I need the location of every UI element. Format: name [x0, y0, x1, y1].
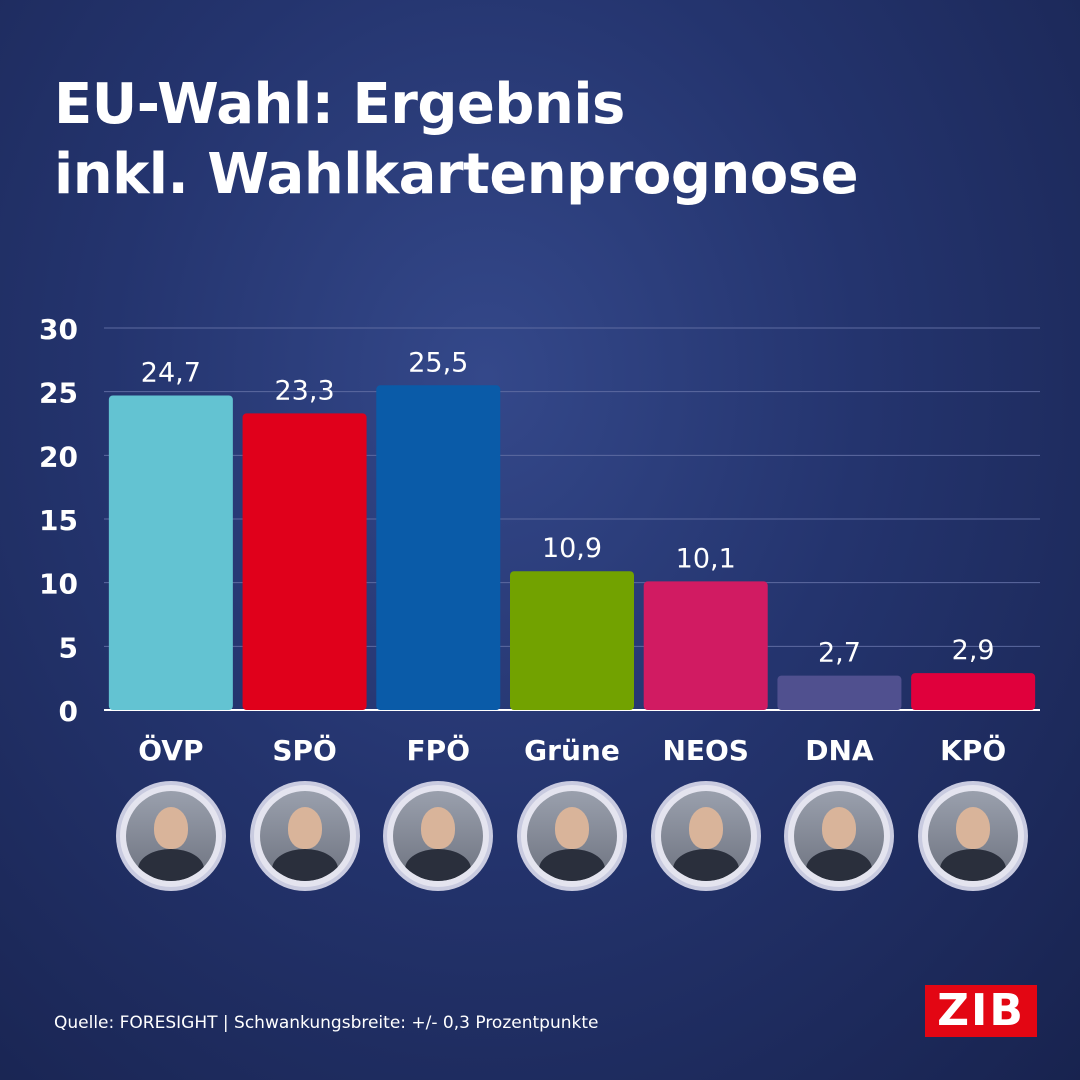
- category-label: ÖVP: [138, 733, 203, 767]
- bar-övp: [108, 395, 233, 710]
- candidate-portrait-fpö: [387, 785, 490, 887]
- bar-chart: 0 5 10 15 20 25 30 24,7 ÖVP 23,3 SPÖ 25,5 FPÖ 10,9 Grü…: [39, 313, 1040, 767]
- candidate-portrait-grüne: [521, 785, 623, 887]
- bar-grüne: [510, 571, 634, 710]
- y-tick-label: 10: [39, 568, 78, 601]
- candidate-portrait-dna: [788, 785, 891, 887]
- portrait-icon: [794, 791, 885, 881]
- bar-value-label: 2,7: [818, 638, 861, 669]
- category-label: Grüne: [524, 734, 620, 767]
- candidate-portrait-spö: [253, 785, 356, 887]
- portrait-icon: [928, 791, 1019, 881]
- portrait-icon: [527, 791, 617, 881]
- y-tick-label: 0: [59, 695, 78, 728]
- title-line-2: inkl. Wahlkartenprognose: [54, 142, 859, 207]
- bar-value-label: 23,3: [275, 375, 335, 406]
- bar-value-label: 10,1: [676, 543, 736, 574]
- bar-dna: [777, 675, 902, 710]
- category-label: NEOS: [662, 734, 749, 767]
- source-note: Quelle: FORESIGHT | Schwankungsbreite: +…: [54, 1013, 599, 1033]
- portrait-icon: [393, 791, 484, 881]
- bar-kpö: [911, 673, 1036, 710]
- y-tick-label: 25: [39, 377, 78, 410]
- y-tick-label: 30: [39, 313, 78, 346]
- y-tick-label: 15: [39, 504, 78, 537]
- bar-value-label: 2,9: [952, 635, 995, 666]
- bar-value-label: 25,5: [408, 347, 468, 378]
- bar-spö: [242, 413, 367, 710]
- portrait-icon: [125, 791, 216, 881]
- category-label: SPÖ: [272, 733, 337, 767]
- category-label: FPÖ: [407, 733, 470, 767]
- portrait-icon: [259, 791, 350, 881]
- bar-value-label: 10,9: [542, 533, 602, 564]
- category-label: DNA: [805, 734, 874, 767]
- candidate-portrait-neos: [654, 785, 757, 887]
- chart-title: EU-Wahl: Ergebnis inkl. Wahlkartenprogno…: [54, 70, 1034, 210]
- category-label: KPÖ: [940, 733, 1006, 767]
- portrait-icon: [660, 791, 751, 881]
- candidate-portrait-kpö: [922, 785, 1025, 887]
- title-line-1: EU-Wahl: Ergebnis: [54, 72, 625, 137]
- y-tick-label: 20: [39, 440, 78, 473]
- bar-neos: [643, 581, 768, 710]
- zib-logo: ZIB: [925, 985, 1037, 1037]
- bar-fpö: [376, 385, 501, 710]
- y-tick-label: 5: [59, 631, 78, 664]
- candidate-portrait-övp: [119, 785, 222, 887]
- bar-value-label: 24,7: [141, 357, 201, 388]
